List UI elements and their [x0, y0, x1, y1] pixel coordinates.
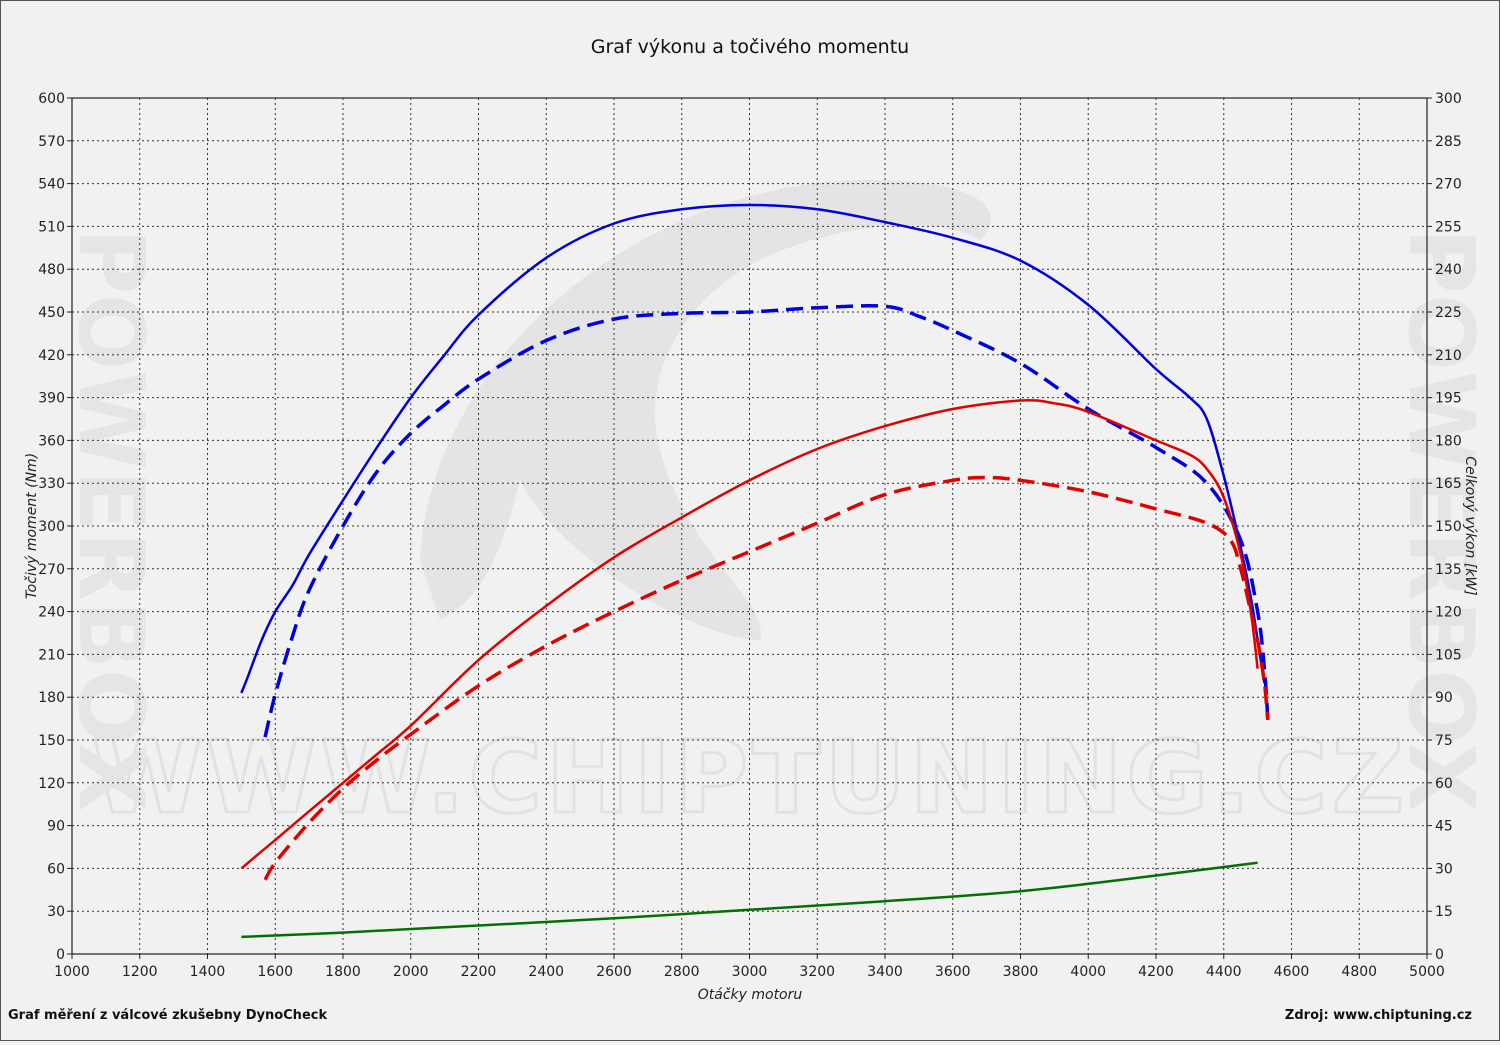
x-tick-label: 4400: [1206, 964, 1242, 980]
y-right-tick-label: 195: [1435, 391, 1462, 407]
y-left-tick-label: 570: [38, 134, 65, 150]
x-tick-label: 3200: [799, 964, 835, 980]
y-right-tick-label: 90: [1435, 690, 1453, 706]
y-axis-left-label: Točivý moment (Nm): [24, 453, 40, 599]
watermark: WWW.CHIPTUNING.CZ POWERBOX POWERBOX: [58, 180, 1493, 838]
x-tick-label: 2800: [664, 964, 700, 980]
y-right-tick-label: 300: [1435, 91, 1462, 107]
x-tick-label: 3000: [732, 964, 768, 980]
footer-right: Zdroj: www.chiptuning.cz: [1285, 1008, 1472, 1023]
y-right-tick-label: 285: [1435, 134, 1462, 150]
y-right-tick-label: 255: [1435, 219, 1462, 235]
y-left-tick-label: 120: [38, 776, 65, 792]
y-left-tick-label: 0: [56, 947, 65, 963]
y-axis-left: 0 30 60 90 120 150 180 210 240 270 300 330 360 390 420…: [38, 91, 72, 963]
x-tick-label: 5000: [1409, 964, 1445, 980]
x-axis: 1000 1200 1400 1600 1800 2000 2200 2400 2600 2800…: [54, 954, 1445, 980]
y-left-tick-label: 510: [38, 219, 65, 235]
y-axis-right: 0 15 30 45 60 75 90 105 120 135 150 165 180 195 210 225…: [1427, 91, 1462, 963]
y-right-tick-label: 75: [1435, 733, 1453, 749]
y-left-tick-label: 30: [47, 904, 65, 920]
y-right-tick-label: 240: [1435, 262, 1462, 278]
y-right-tick-label: 120: [1435, 605, 1462, 621]
series-line-2: [240, 398, 1259, 870]
y-axis-right-label: Celkový výkon [kW]: [1462, 456, 1478, 595]
x-tick-label: 3800: [1003, 964, 1039, 980]
series-line-0: [240, 203, 1266, 694]
x-tick-label: 2200: [461, 964, 497, 980]
y-right-tick-label: 135: [1435, 562, 1462, 578]
watermark-url: WWW.CHIPTUNING.CZ: [92, 719, 1408, 836]
x-tick-label: 3600: [935, 964, 971, 980]
x-tick-label: 1200: [122, 964, 158, 980]
y-left-tick-label: 240: [38, 605, 65, 621]
y-left-tick-label: 480: [38, 262, 65, 278]
y-right-tick-label: 30: [1435, 861, 1453, 877]
x-tick-label: 2400: [528, 964, 564, 980]
x-tick-label: 1800: [325, 964, 361, 980]
y-left-tick-label: 210: [38, 647, 65, 663]
y-left-tick-label: 180: [38, 690, 65, 706]
footer-left: Graf měření z válcové zkušebny DynoCheck: [8, 1008, 327, 1023]
y-right-tick-label: 225: [1435, 305, 1462, 321]
y-left-tick-label: 90: [47, 819, 65, 835]
y-left-tick-label: 300: [38, 519, 65, 535]
series-line-1: [263, 304, 1270, 738]
x-tick-label: 4000: [1070, 964, 1106, 980]
watermark-brand-left: POWERBOX: [58, 228, 163, 812]
x-tick-label: 4200: [1138, 964, 1174, 980]
y-left-tick-label: 330: [38, 476, 65, 492]
x-tick-label: 1400: [190, 964, 226, 980]
y-left-tick-label: 420: [38, 348, 65, 364]
y-left-tick-label: 600: [38, 91, 65, 107]
y-right-tick-label: 60: [1435, 776, 1453, 792]
y-right-tick-label: 210: [1435, 348, 1462, 364]
y-right-tick-label: 270: [1435, 177, 1462, 193]
y-left-tick-label: 60: [47, 861, 65, 877]
x-tick-label: 1600: [257, 964, 293, 980]
watermark-logo-shape: [420, 180, 991, 640]
x-tick-label: 4800: [1341, 964, 1377, 980]
y-left-tick-label: 150: [38, 733, 65, 749]
y-right-tick-label: 150: [1435, 519, 1462, 535]
y-right-tick-label: 0: [1435, 947, 1444, 963]
y-left-tick-label: 450: [38, 305, 65, 321]
x-axis-label: Otáčky motoru: [698, 987, 803, 1003]
series-group: [240, 203, 1270, 939]
y-right-tick-label: 15: [1435, 904, 1453, 920]
y-right-tick-label: 105: [1435, 647, 1462, 663]
y-right-tick-label: 180: [1435, 433, 1462, 449]
x-tick-label: 2600: [596, 964, 632, 980]
grid: [72, 98, 1427, 954]
y-right-tick-label: 165: [1435, 476, 1462, 492]
series-line-4: [241, 861, 1258, 939]
y-right-tick-label: 45: [1435, 819, 1453, 835]
chart-title: Graf výkonu a točivého momentu: [591, 36, 909, 58]
x-tick-label: 4600: [1274, 964, 1310, 980]
y-left-tick-label: 360: [38, 433, 65, 449]
y-left-tick-label: 390: [38, 391, 65, 407]
watermark-brand-right: POWERBOX: [1388, 228, 1493, 812]
x-tick-label: 1000: [54, 964, 90, 980]
y-left-tick-label: 270: [38, 562, 65, 578]
x-tick-label: 2000: [393, 964, 429, 980]
x-tick-label: 3400: [867, 964, 903, 980]
series-line-3: [263, 475, 1270, 881]
y-left-tick-label: 540: [38, 177, 65, 193]
